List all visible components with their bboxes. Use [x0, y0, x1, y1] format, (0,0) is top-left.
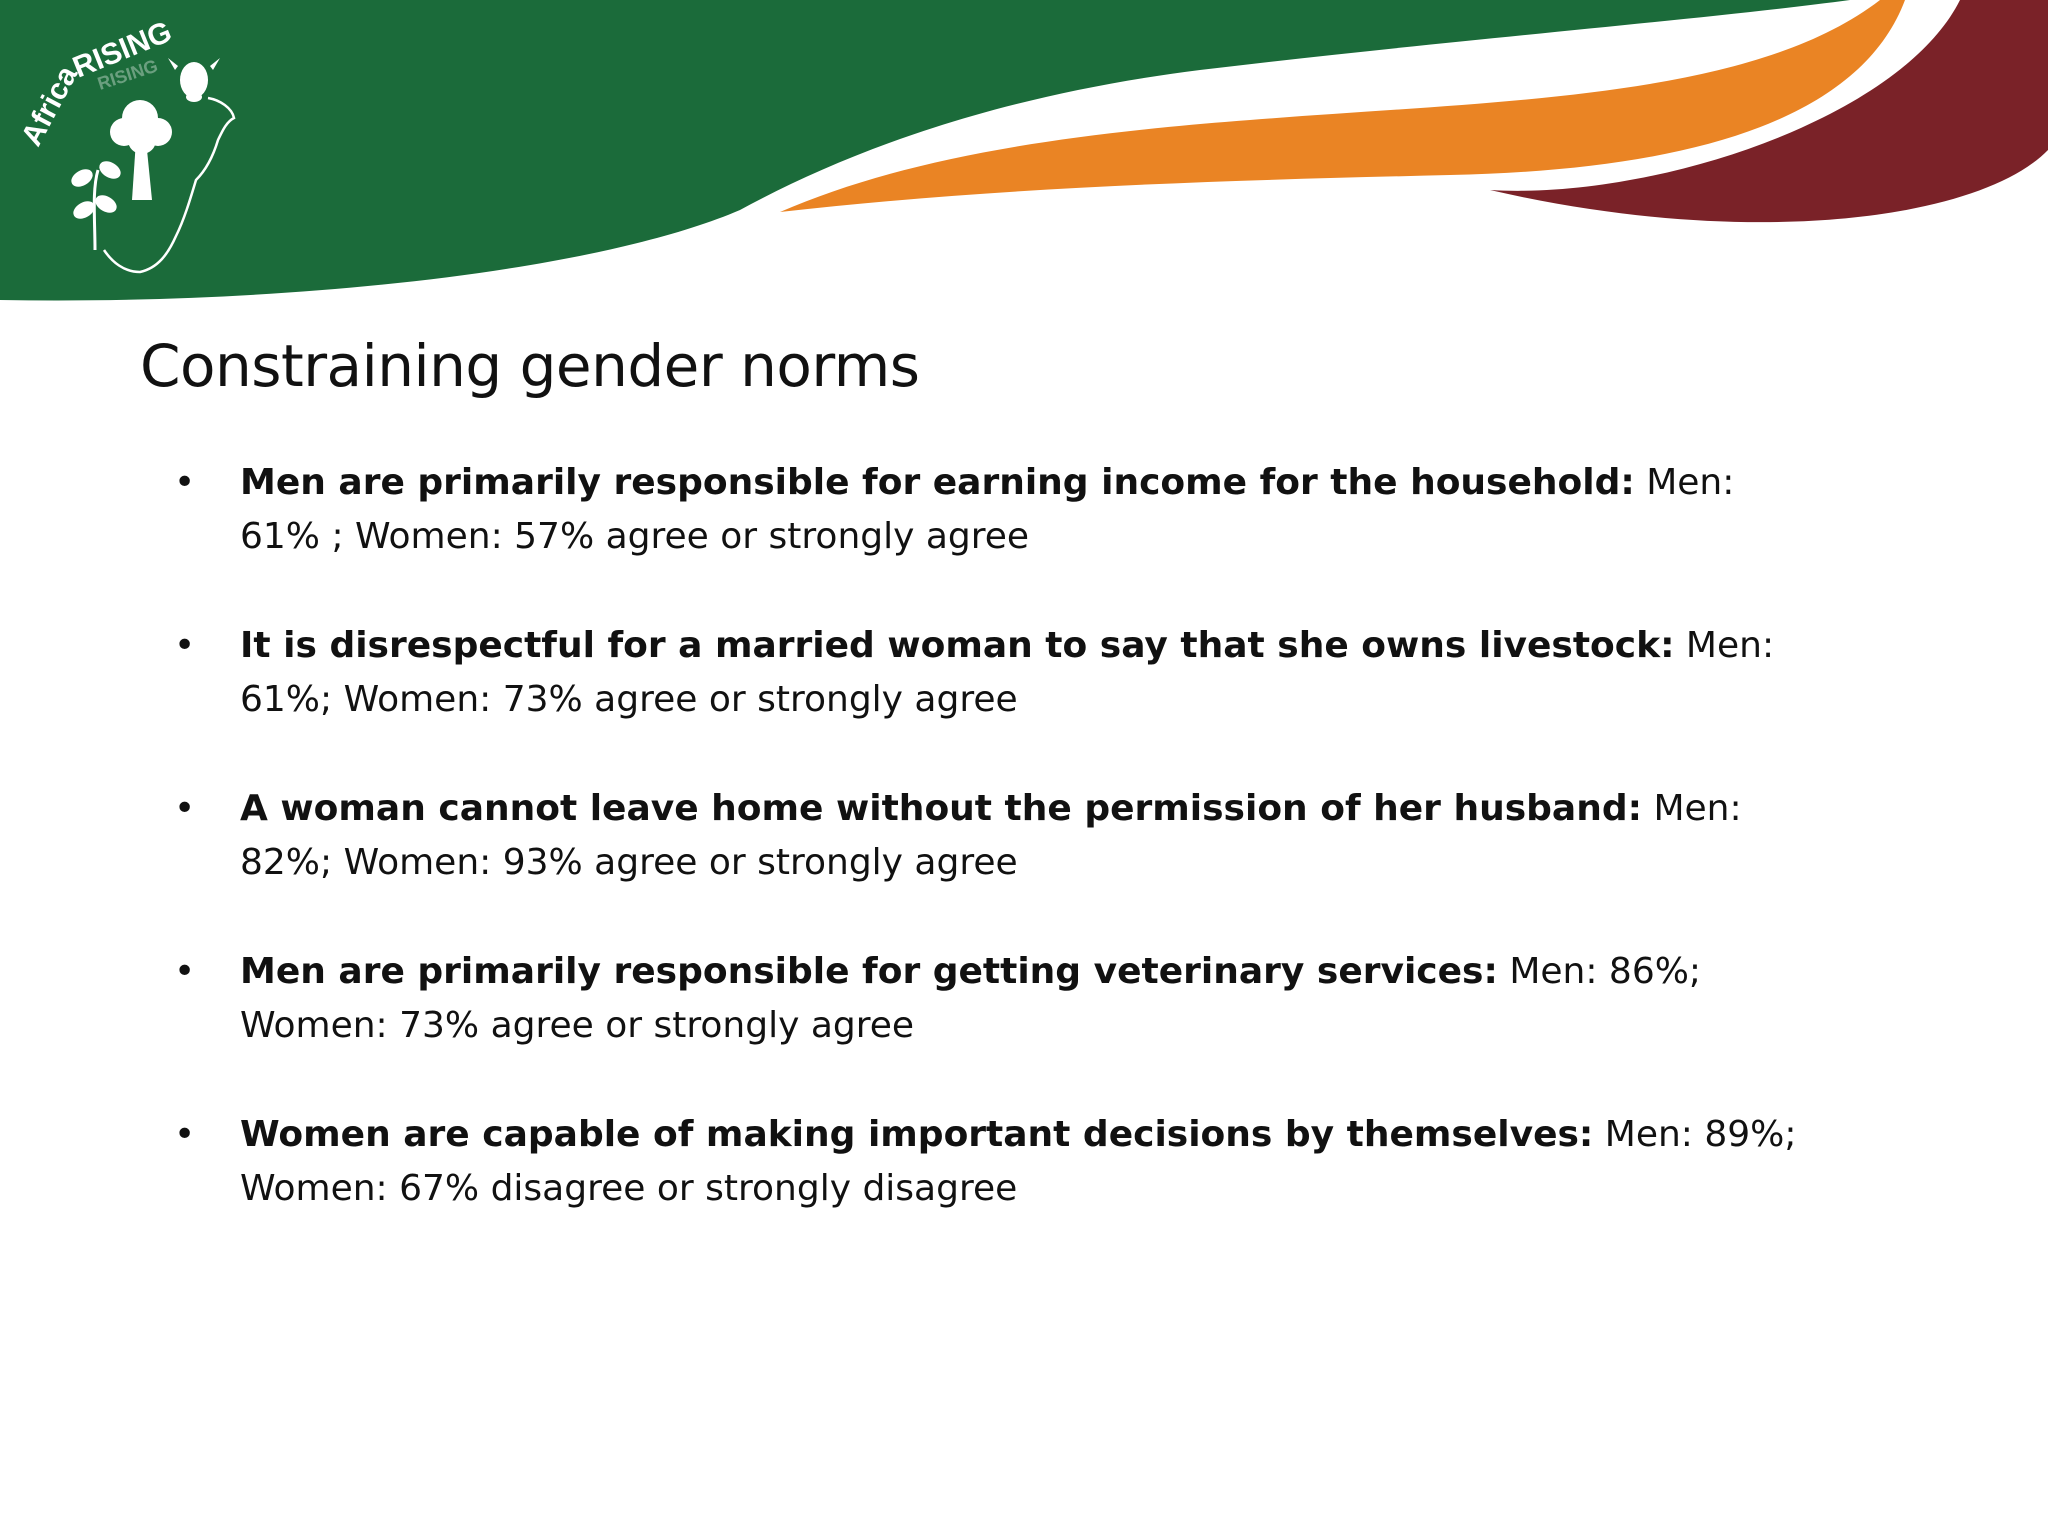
cow-head-icon: [168, 58, 220, 102]
bullet-marker: •: [174, 625, 196, 666]
norm-statement: It is disrespectful for a married woman …: [240, 625, 1675, 666]
list-item: • Men are primarily responsible for gett…: [170, 945, 1810, 1053]
maroon-wave: [1490, 0, 2048, 223]
norm-statement: A woman cannot leave home without the pe…: [240, 788, 1643, 829]
header-banner: Africa RISING RISING: [0, 0, 2048, 320]
survey-result: Men: 89%; Women: 67% disagree or strongl…: [240, 1114, 1797, 1209]
survey-result: Men: 61% ; Women: 57% agree or strongly …: [240, 462, 1735, 557]
list-item: • It is disrespectful for a married woma…: [170, 619, 1810, 727]
bullet-marker: •: [174, 462, 196, 503]
bullet-marker: •: [174, 788, 196, 829]
survey-result: Men: 86%; Women: 73% agree or strongly a…: [240, 951, 1702, 1046]
africa-map-outline-icon: [102, 96, 236, 274]
bullet-marker: •: [174, 1114, 196, 1155]
list-item: • A woman cannot leave home without the …: [170, 782, 1810, 890]
survey-result: Men: 82%; Women: 93% agree or strongly a…: [240, 788, 1742, 883]
seedling-icon: [71, 161, 121, 251]
survey-result: Men: 61%; Women: 73% agree or strongly a…: [240, 625, 1775, 720]
green-wave: [0, 0, 1850, 301]
bullet-list: • Men are primarily responsible for earn…: [170, 456, 1810, 1271]
norm-statement: Women are capable of making important de…: [240, 1114, 1594, 1155]
orange-wave: [780, 0, 1905, 212]
norm-statement: Men are primarily responsible for earnin…: [240, 462, 1635, 503]
slide-title: Constraining gender norms: [140, 332, 920, 400]
tree-icon: [110, 100, 172, 200]
norm-statement: Men are primarily responsible for gettin…: [240, 951, 1498, 992]
bullet-marker: •: [174, 951, 196, 992]
list-item: • Men are primarily responsible for earn…: [170, 456, 1810, 564]
list-item: • Women are capable of making important …: [170, 1108, 1810, 1216]
